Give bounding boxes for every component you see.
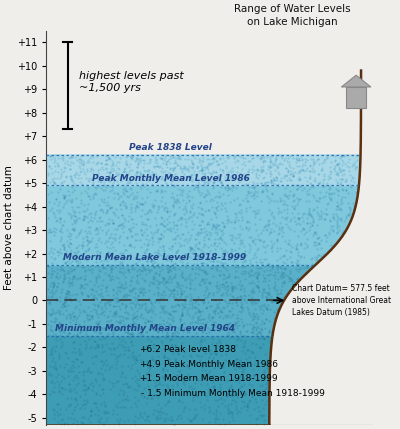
Polygon shape (46, 155, 360, 185)
Polygon shape (46, 265, 315, 335)
Text: Peak Monthly Mean 1986: Peak Monthly Mean 1986 (164, 360, 278, 369)
Polygon shape (46, 335, 272, 425)
Text: Peak level 1838: Peak level 1838 (164, 345, 236, 354)
Text: +4.9: +4.9 (139, 360, 161, 369)
Text: - 1.5: - 1.5 (140, 389, 161, 398)
Text: Modern Mean 1918-1999: Modern Mean 1918-1999 (164, 374, 278, 383)
Text: Minimum Monthly Mean 1918-1999: Minimum Monthly Mean 1918-1999 (164, 389, 325, 398)
Text: Peak 1838 Level: Peak 1838 Level (130, 143, 212, 152)
Text: Minimum Monthly Mean Level 1964: Minimum Monthly Mean Level 1964 (55, 324, 235, 333)
Text: Chart Datum= 577.5 feet
above International Great
Lakes Datum (1985): Chart Datum= 577.5 feet above Internatio… (292, 284, 391, 317)
Text: highest levels past
~1,500 yrs: highest levels past ~1,500 yrs (79, 72, 184, 93)
Y-axis label: Feet above chart datum: Feet above chart datum (4, 165, 14, 290)
Polygon shape (46, 185, 359, 265)
Text: +6.2: +6.2 (139, 345, 161, 354)
Polygon shape (346, 87, 366, 108)
Text: Range of Water Levels
on Lake Michigan: Range of Water Levels on Lake Michigan (234, 3, 350, 27)
Polygon shape (341, 75, 371, 87)
Text: Modern Mean Lake Level 1918-1999: Modern Mean Lake Level 1918-1999 (63, 254, 246, 263)
Text: +1.5: +1.5 (139, 374, 161, 383)
Text: Peak Monthly Mean Level 1986: Peak Monthly Mean Level 1986 (92, 174, 250, 183)
